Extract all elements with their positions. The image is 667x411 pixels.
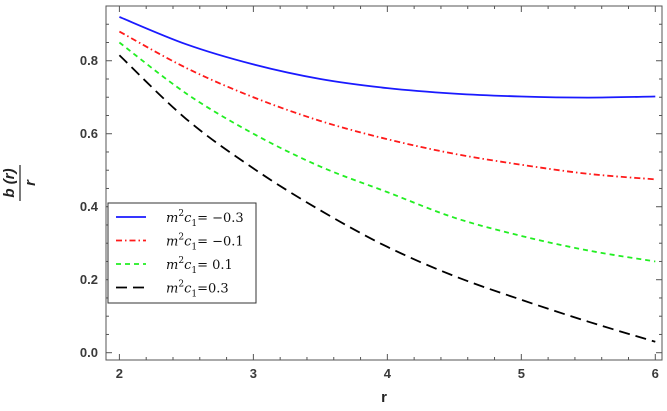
legend-label-1: m2c1= −0.3: [166, 209, 244, 229]
y-tick-label: 0.2: [80, 272, 98, 287]
y-tick-label: 0.6: [80, 126, 98, 141]
plot-frame: [105, 5, 663, 361]
y-tick-label: 0.4: [80, 199, 99, 214]
axis-ticks: 2 3 4 5 6 0.0 0.2 0.4 0.6 0.8: [80, 6, 662, 381]
series-line-2: [118, 30, 656, 181]
legend-box: [107, 202, 257, 304]
series-layer: [118, 16, 656, 343]
x-axis-label: r: [381, 389, 387, 406]
legend-label-3: m2c1= 0.1: [166, 256, 233, 276]
series-line-1: [119, 16, 656, 99]
x-tick-label: 2: [116, 366, 123, 381]
x-tick-label: 4: [384, 366, 392, 381]
y-axis-label: b (r) r: [1, 165, 39, 201]
series-line-4: [118, 54, 656, 343]
legend-label-4: m2c1=0.3: [166, 280, 229, 300]
legend: m2c1= −0.3 m2c1= −0.1 m2c1= 0.1 m2c1=0.3: [107, 202, 257, 304]
y-tick-label: 0.0: [80, 345, 98, 360]
x-tick-label: 6: [652, 366, 659, 381]
y-tick-label: 0.8: [80, 53, 98, 68]
x-tick-label: 3: [250, 366, 257, 381]
legend-label-2: m2c1= −0.1: [166, 233, 244, 253]
y-axis-label-numerator: b (r): [1, 168, 18, 197]
y-axis-label-denominator: r: [22, 179, 39, 186]
x-tick-label: 5: [518, 366, 525, 381]
series-line-3: [118, 41, 656, 263]
